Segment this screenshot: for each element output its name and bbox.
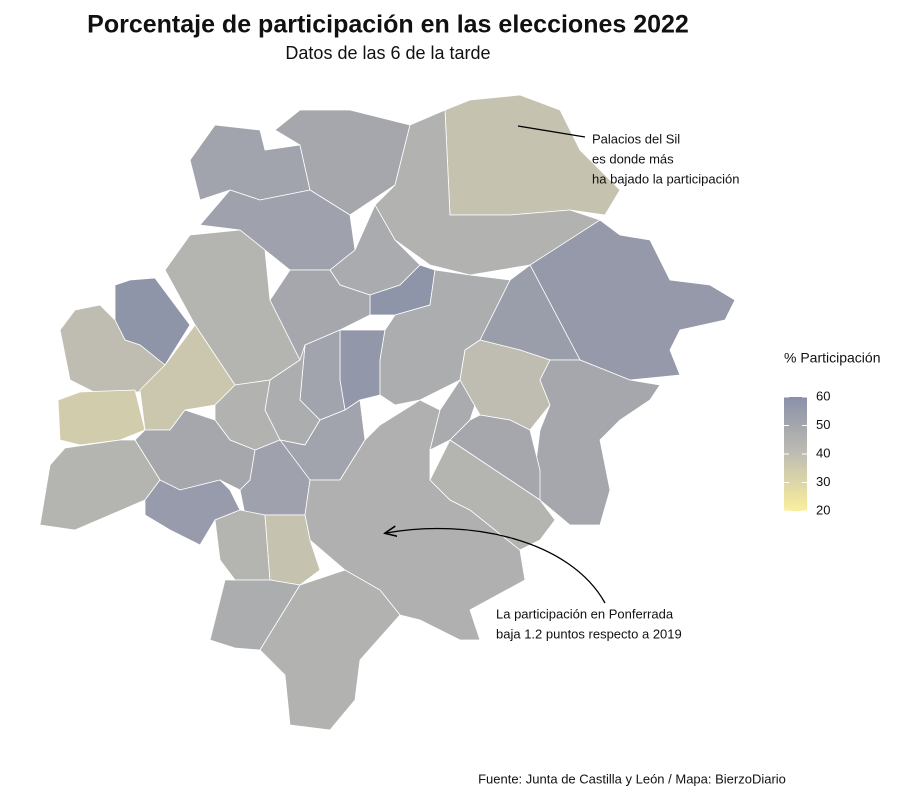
municipality bbox=[214, 509, 271, 581]
municipality bbox=[449, 414, 541, 501]
annotation-line bbox=[517, 125, 586, 138]
caption: Fuente: Junta de Castilla y León / Mapa:… bbox=[478, 771, 786, 786]
colorbar-label: 30 bbox=[816, 474, 830, 489]
annotation: baja 1.2 puntos respecto a 2019 bbox=[496, 626, 682, 641]
annotation: ha bajado la participación bbox=[592, 171, 739, 186]
municipality bbox=[259, 569, 401, 731]
annotation: Palacios del Sil bbox=[592, 131, 680, 146]
annotation: es donde más bbox=[592, 151, 674, 166]
municipality bbox=[529, 219, 736, 381]
municipality bbox=[59, 304, 166, 396]
municipality bbox=[57, 389, 146, 446]
colorbar-label: 20 bbox=[816, 502, 830, 517]
colorbar bbox=[784, 397, 807, 511]
municipality bbox=[304, 399, 526, 641]
annotation-arrow bbox=[386, 528, 606, 604]
municipality bbox=[534, 359, 661, 526]
municipality bbox=[209, 579, 301, 651]
colorbar-label: 40 bbox=[816, 445, 830, 460]
annotation: La participación en Ponferrada bbox=[496, 606, 674, 621]
municipality bbox=[39, 439, 161, 531]
map-subtitle: Datos de las 6 de la tarde bbox=[285, 43, 490, 63]
regions bbox=[39, 94, 736, 731]
annotations: Palacios del Sil es donde más ha bajado la… bbox=[496, 131, 739, 641]
colorbar-label: 50 bbox=[816, 417, 830, 432]
municipality bbox=[339, 329, 386, 411]
colorbar-label: 60 bbox=[816, 388, 830, 403]
legend-title: % Participación bbox=[784, 350, 881, 366]
legend: % Participación 20 30 40 50 60 bbox=[784, 350, 881, 517]
map-title: Porcentaje de participación en las elecc… bbox=[87, 11, 689, 39]
municipality bbox=[429, 439, 556, 551]
